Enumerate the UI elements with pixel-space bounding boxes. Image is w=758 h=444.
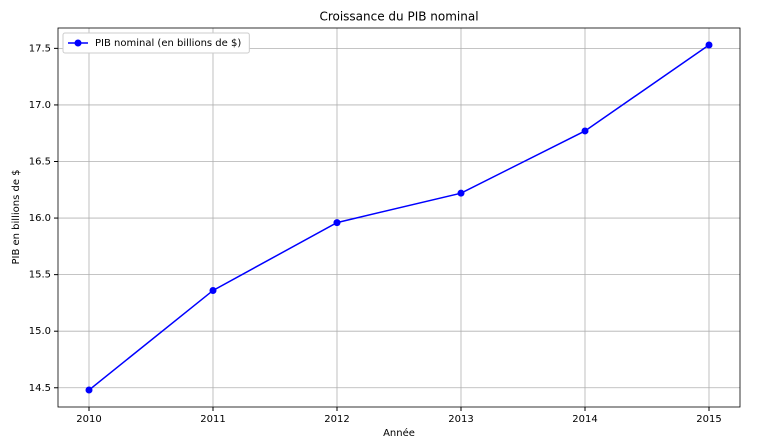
y-axis-label: PIB en billions de $: [11, 169, 22, 264]
legend-label: PIB nominal (en billions de $): [95, 38, 241, 49]
x-tick-label: 2015: [696, 414, 721, 425]
plot-frame: [57, 27, 741, 408]
y-tick-label: 15.0: [29, 326, 51, 337]
y-tick-label: 15.5: [29, 270, 51, 281]
y-tick-label: 17.5: [29, 43, 51, 54]
y-tick-label: 14.5: [29, 383, 51, 394]
y-tick-label: 16.0: [29, 213, 51, 224]
x-tick-label: 2014: [572, 414, 597, 425]
y-tick-label: 16.5: [29, 156, 51, 167]
chart-title: Croissance du PIB nominal: [319, 10, 478, 24]
x-tick-label: 2011: [200, 414, 225, 425]
legend-marker: [74, 39, 82, 47]
data-point: [333, 219, 341, 227]
x-tick-label: 2013: [448, 414, 473, 425]
x-axis-label: Année: [383, 427, 415, 439]
data-point: [457, 189, 465, 197]
data-point: [581, 127, 589, 135]
x-tick-label: 2010: [76, 414, 101, 425]
x-tick-label: 2012: [324, 414, 349, 425]
data-line: [88, 44, 710, 391]
y-tick-label: 17.0: [29, 100, 51, 111]
data-point: [209, 286, 217, 294]
legend-box: [62, 32, 250, 54]
data-point: [705, 41, 713, 49]
data-point: [85, 386, 93, 394]
